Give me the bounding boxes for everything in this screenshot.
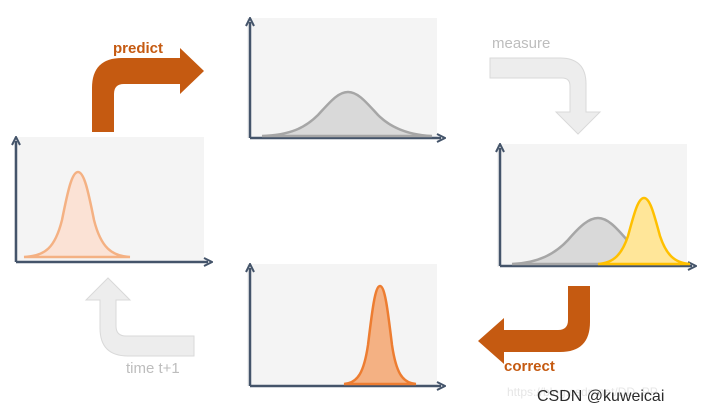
posterior-gaussian-curve [343,284,417,386]
predict-arrow [92,48,204,132]
time-step-label: time t+1 [126,360,180,377]
correct-arrow [478,286,590,364]
watermark-text: CSDN @kuweicai [537,388,665,405]
measurement-plot [500,148,692,266]
watermark-url: https://blog.csdn.net/DD_PP [507,385,658,399]
prior-panel [14,137,204,262]
measure-label: measure [492,35,551,52]
time-step-arrow [84,277,195,357]
prediction-plot [250,22,441,138]
measurement-gaussian-curve [597,196,691,266]
prior-plot [16,141,208,262]
correct-label: correct [504,358,555,375]
posterior-panel [247,264,437,386]
predict-label: predict [113,40,164,57]
measure-arrow [489,57,602,135]
prediction-gaussian-curve [261,90,433,138]
posterior-plot [250,268,441,386]
prior-gaussian-curve [23,170,131,259]
